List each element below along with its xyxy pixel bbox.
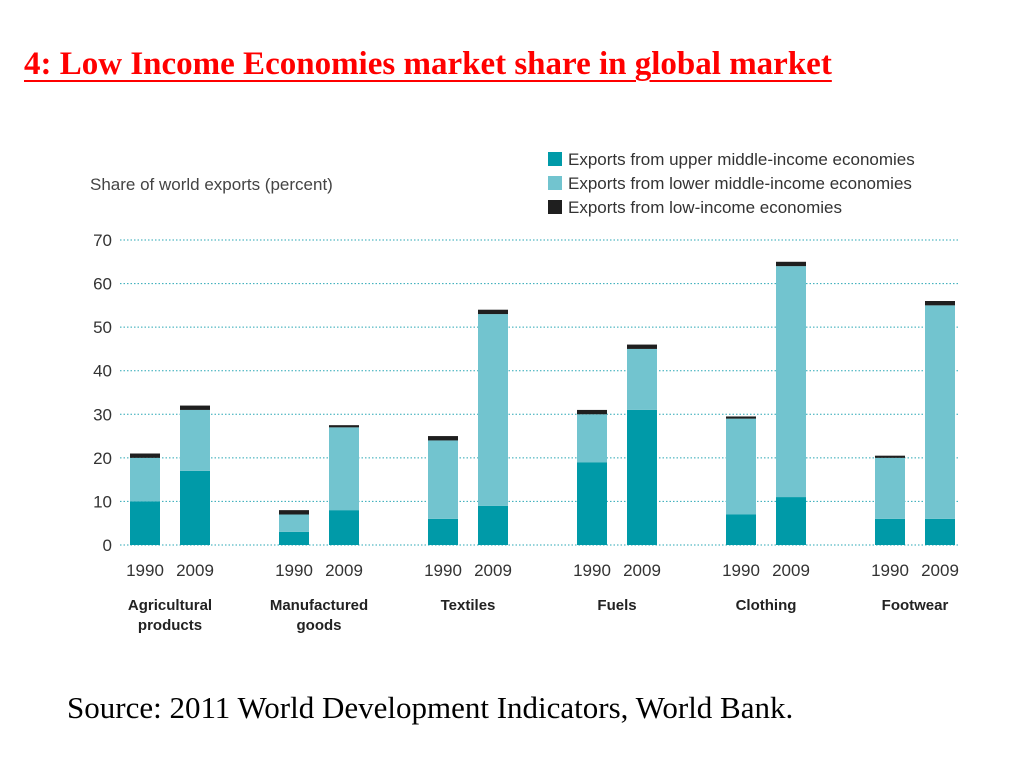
legend-swatch [548, 200, 562, 214]
bar-segment [925, 301, 955, 306]
bar-segment [329, 425, 359, 428]
x-tick-label-year: 2009 [623, 561, 661, 580]
bars [130, 261, 955, 545]
y-tick-label: 40 [93, 362, 112, 381]
x-tick-label-year: 2009 [176, 561, 214, 580]
x-tick-label-year: 2009 [772, 561, 810, 580]
y-tick-label: 50 [93, 318, 112, 337]
bar-segment [627, 348, 657, 410]
bar-segment [279, 510, 309, 515]
legend-label: Exports from lower middle-income economi… [568, 174, 912, 193]
bar-segment [279, 514, 309, 532]
source-note: Source: 2011 World Development Indicator… [67, 690, 794, 725]
bar-segment [279, 531, 309, 545]
slide-title: 4: Low Income Economies market share in … [24, 46, 832, 82]
bar-segment [627, 344, 657, 349]
category-label: Clothing [736, 597, 797, 614]
bar-segment [776, 266, 806, 498]
stacked-bar-chart: Share of world exports (percent) Exports… [90, 150, 960, 634]
category-label: Manufactured [270, 597, 368, 614]
bar-segment [925, 518, 955, 545]
bar-segment [875, 457, 905, 519]
bar-segment [577, 414, 607, 463]
x-tick-label-year: 1990 [424, 561, 462, 580]
bar-segment [428, 440, 458, 519]
y-tick-label: 30 [93, 405, 112, 424]
bar-segment [776, 261, 806, 267]
bar-segment [875, 455, 905, 458]
bar-segment [329, 510, 359, 545]
x-tick-label-year: 1990 [871, 561, 909, 580]
y-tick-label: 70 [93, 231, 112, 250]
bar-segment [875, 518, 905, 545]
bar-segment [925, 305, 955, 519]
legend-swatch [548, 176, 562, 190]
legend-label: Exports from low-income economies [568, 198, 842, 217]
bar-segment [478, 314, 508, 506]
bar-segment [428, 518, 458, 545]
bar-segment [577, 409, 607, 415]
category-label: Footwear [882, 597, 949, 614]
bar-segment [726, 418, 756, 515]
bar-segment [428, 436, 458, 441]
bar-segment [130, 501, 160, 545]
bar-segment [180, 409, 210, 471]
legend: Exports from upper middle-income economi… [548, 150, 915, 217]
bar-segment [180, 470, 210, 545]
bar-segment [130, 457, 160, 502]
bar-segment [180, 405, 210, 410]
bar-segment [130, 453, 160, 458]
bar-segment [726, 514, 756, 545]
x-axis-labels: 1990 2009 Agricultural products 1990 2009 Manu… [126, 561, 959, 634]
bar-segment [329, 427, 359, 511]
gridlines [120, 239, 960, 546]
x-tick-label-year: 2009 [325, 561, 363, 580]
category-label: Fuels [597, 597, 636, 614]
y-axis-label: Share of world exports (percent) [90, 175, 333, 194]
x-tick-label-year: 2009 [921, 561, 959, 580]
y-tick-label: 10 [93, 492, 112, 511]
legend-swatch [548, 152, 562, 166]
y-axis-ticks: 0 10 20 30 40 50 60 70 [93, 231, 112, 555]
category-label: products [138, 617, 202, 634]
y-tick-label: 20 [93, 449, 112, 468]
bar-segment [726, 416, 756, 419]
bar-segment [776, 497, 806, 545]
x-tick-label-year: 1990 [573, 561, 611, 580]
bar-segment [627, 409, 657, 545]
category-label: Agricultural [128, 597, 212, 614]
bar-segment [577, 462, 607, 545]
x-tick-label-year: 2009 [474, 561, 512, 580]
x-tick-label-year: 1990 [275, 561, 313, 580]
x-tick-label-year: 1990 [722, 561, 760, 580]
category-label: Textiles [441, 597, 496, 614]
y-tick-label: 0 [103, 536, 112, 555]
x-tick-label-year: 1990 [126, 561, 164, 580]
y-tick-label: 60 [93, 275, 112, 294]
category-label: goods [297, 617, 342, 634]
bar-segment [478, 505, 508, 545]
bar-segment [478, 309, 508, 315]
legend-label: Exports from upper middle-income economi… [568, 150, 915, 169]
